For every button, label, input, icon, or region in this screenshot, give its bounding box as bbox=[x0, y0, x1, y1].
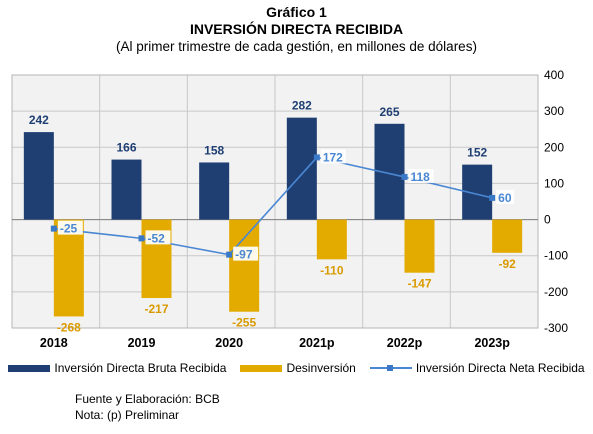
data-label-neta: -97 bbox=[235, 248, 253, 262]
legend-swatch-desinversion bbox=[240, 364, 283, 372]
preliminary-note: Nota: (p) Preliminar bbox=[75, 408, 180, 422]
chart-canvas: 400 300 200 100 0 -100 -200 -300 242 -268 -25 166 -2… bbox=[11, 68, 568, 350]
x-tick-label: 2021p bbox=[299, 336, 335, 350]
legend-item-bruta: Inversión Directa Bruta Recibida bbox=[8, 361, 226, 375]
data-label-neta-bg bbox=[145, 230, 171, 245]
point-neta bbox=[138, 235, 145, 242]
data-label-desinversion: -110 bbox=[320, 263, 344, 277]
point-neta bbox=[226, 251, 233, 258]
source-note: Fuente y Elaboración: BCB bbox=[75, 392, 220, 406]
y-tick-label: 0 bbox=[544, 213, 551, 227]
x-tick-label: 2022p bbox=[387, 336, 423, 350]
legend-label-bruta: Inversión Directa Bruta Recibida bbox=[54, 361, 227, 375]
bar-bruta bbox=[23, 132, 54, 220]
legend-swatch-neta bbox=[369, 362, 412, 374]
point-neta bbox=[401, 173, 408, 180]
legend-item-neta: Inversión Directa Neta Recibida bbox=[369, 361, 585, 375]
data-label-desinversion: -92 bbox=[498, 257, 516, 271]
chart-legend: Inversión Directa Bruta Recibida Desinve… bbox=[0, 361, 593, 375]
y-tick-label: -200 bbox=[544, 285, 568, 299]
data-label-neta: 118 bbox=[411, 170, 431, 184]
legend-label-desinversion: Desinversión bbox=[286, 361, 356, 375]
bar-bruta bbox=[199, 162, 230, 220]
y-tick-label: 400 bbox=[544, 68, 564, 82]
data-label-desinversion: -255 bbox=[232, 316, 256, 330]
data-label-desinversion: -147 bbox=[407, 277, 431, 291]
data-label-bruta: 282 bbox=[292, 99, 312, 113]
x-tick-label: 2019 bbox=[128, 336, 156, 350]
bar-desinversion bbox=[492, 219, 523, 253]
y-tick-label: -100 bbox=[544, 249, 568, 263]
plot-frame bbox=[11, 74, 539, 329]
data-label-neta-bg bbox=[320, 149, 346, 164]
data-label-neta: 60 bbox=[498, 191, 512, 205]
x-tick-label: 2023p bbox=[474, 336, 510, 350]
legend-item-desinversion: Desinversión bbox=[240, 361, 356, 375]
point-neta bbox=[489, 194, 496, 201]
legend-label-neta: Inversión Directa Neta Recibida bbox=[415, 361, 585, 375]
bar-desinversion bbox=[53, 219, 84, 317]
data-label-bruta: 158 bbox=[204, 143, 224, 157]
chart-number: Gráfico 1 bbox=[266, 4, 327, 20]
x-tick-label: 2018 bbox=[40, 336, 68, 350]
data-label-bruta: 265 bbox=[379, 105, 399, 119]
point-neta bbox=[313, 154, 320, 161]
y-tick-label: 200 bbox=[544, 140, 564, 154]
bar-bruta bbox=[111, 159, 142, 220]
bar-desinversion bbox=[404, 219, 435, 273]
bar-bruta bbox=[286, 117, 317, 220]
bar-desinversion bbox=[229, 219, 260, 312]
data-label-neta-bg bbox=[408, 168, 434, 183]
data-label-neta-bg bbox=[233, 246, 259, 261]
data-label-neta: 172 bbox=[323, 150, 343, 164]
bar-desinversion bbox=[316, 219, 347, 260]
footnotes: Fuente y Elaboración: BCB Nota: (p) Prel… bbox=[75, 391, 220, 423]
data-label-neta-bg bbox=[496, 189, 515, 204]
data-label-bruta: 166 bbox=[116, 141, 136, 155]
data-label-neta: -52 bbox=[148, 231, 166, 245]
legend-swatch-bruta bbox=[8, 364, 51, 372]
chart-title-block: Gráfico 1 INVERSIÓN DIRECTA RECIBIDA (Al… bbox=[0, 4, 593, 55]
chart-title: INVERSIÓN DIRECTA RECIBIDA bbox=[189, 21, 404, 37]
data-label-desinversion: -217 bbox=[144, 302, 168, 316]
data-label-bruta: 152 bbox=[467, 146, 487, 160]
y-tick-label: 100 bbox=[544, 176, 564, 190]
data-label-neta-bg bbox=[57, 220, 83, 235]
y-tick-label: -300 bbox=[544, 321, 568, 335]
point-neta bbox=[50, 225, 57, 232]
y-tick-label: 300 bbox=[544, 104, 564, 118]
chart-subtitle: (Al primer trimestre de cada gestión, en… bbox=[116, 39, 477, 54]
x-tick-label: 2020 bbox=[215, 336, 243, 350]
data-label-neta: -25 bbox=[60, 222, 78, 236]
data-label-bruta: 242 bbox=[29, 113, 49, 127]
data-label-desinversion: -268 bbox=[57, 320, 81, 334]
